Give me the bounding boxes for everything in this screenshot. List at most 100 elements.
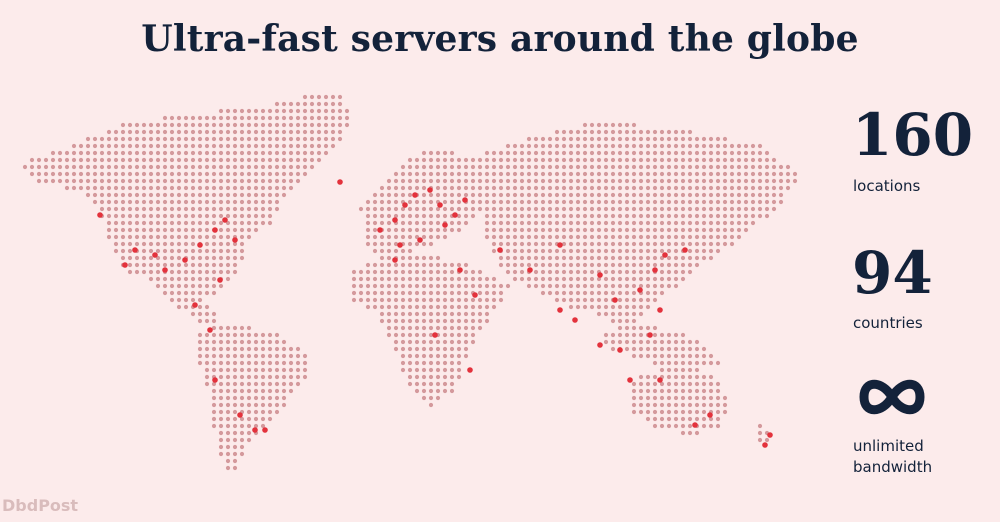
land-dot	[421, 311, 427, 317]
land-dot	[673, 283, 679, 289]
land-dot	[484, 192, 490, 198]
land-dot	[617, 171, 623, 177]
land-dot	[218, 437, 224, 443]
land-dot	[533, 220, 539, 226]
land-dot	[260, 213, 266, 219]
land-dot	[610, 346, 616, 352]
land-dot	[659, 283, 665, 289]
land-dot	[267, 143, 273, 149]
land-dot	[127, 143, 133, 149]
land-dot	[701, 255, 707, 261]
land-dot	[162, 255, 168, 261]
land-dot	[477, 311, 483, 317]
land-dot	[330, 143, 336, 149]
land-dot	[400, 360, 406, 366]
land-dot	[400, 290, 406, 296]
land-dot	[120, 122, 126, 128]
land-dot	[253, 339, 259, 345]
land-dot	[169, 185, 175, 191]
land-dot	[414, 269, 420, 275]
land-dot	[260, 367, 266, 373]
land-dot	[722, 213, 728, 219]
land-dot	[141, 164, 147, 170]
server-dot	[97, 212, 103, 218]
land-dot	[512, 192, 518, 198]
land-dot	[414, 171, 420, 177]
land-dot	[281, 360, 287, 366]
land-dot	[722, 234, 728, 240]
land-dot	[435, 276, 441, 282]
land-dot	[232, 248, 238, 254]
land-dot	[316, 115, 322, 121]
land-dot	[491, 178, 497, 184]
land-dot	[407, 325, 413, 331]
land-dot	[533, 178, 539, 184]
land-dot	[393, 227, 399, 233]
land-dot	[148, 234, 154, 240]
land-dot	[617, 164, 623, 170]
land-dot	[162, 241, 168, 247]
server-dot	[152, 252, 158, 258]
land-dot	[659, 213, 665, 219]
land-dot	[176, 192, 182, 198]
land-dot	[603, 178, 609, 184]
land-dot	[554, 234, 560, 240]
land-dot	[225, 199, 231, 205]
land-dot	[526, 143, 532, 149]
land-dot	[687, 227, 693, 233]
land-dot	[673, 416, 679, 422]
land-dot	[169, 171, 175, 177]
land-dot	[379, 283, 385, 289]
land-dot	[694, 430, 700, 436]
land-dot	[673, 388, 679, 394]
land-dot	[603, 199, 609, 205]
land-dot	[575, 143, 581, 149]
land-dot	[274, 101, 280, 107]
land-dot	[253, 171, 259, 177]
land-dot	[680, 185, 686, 191]
land-dot	[666, 395, 672, 401]
land-dot	[169, 164, 175, 170]
server-dot	[262, 427, 268, 433]
land-dot	[659, 164, 665, 170]
land-dot	[267, 360, 273, 366]
land-dot	[659, 395, 665, 401]
land-dot	[680, 346, 686, 352]
land-dot	[204, 346, 210, 352]
land-dot	[638, 381, 644, 387]
land-dot	[260, 206, 266, 212]
land-dot	[498, 157, 504, 163]
land-dot	[365, 276, 371, 282]
land-dot	[687, 262, 693, 268]
land-dot	[393, 339, 399, 345]
land-dot	[617, 157, 623, 163]
land-dot	[197, 164, 203, 170]
land-dot	[519, 248, 525, 254]
land-dot	[736, 150, 742, 156]
land-dot	[218, 360, 224, 366]
land-dot	[414, 360, 420, 366]
land-dot	[610, 213, 616, 219]
land-dot	[239, 430, 245, 436]
land-dot	[190, 150, 196, 156]
land-dot	[218, 262, 224, 268]
land-dot	[554, 157, 560, 163]
land-dot	[736, 206, 742, 212]
land-dot	[659, 199, 665, 205]
server-dot	[527, 267, 533, 273]
land-dot	[715, 192, 721, 198]
land-dot	[463, 213, 469, 219]
land-dot	[589, 304, 595, 310]
land-dot	[295, 122, 301, 128]
land-dot	[414, 262, 420, 268]
land-dot	[652, 290, 658, 296]
land-dot	[260, 185, 266, 191]
land-dot	[197, 353, 203, 359]
land-dot	[764, 157, 770, 163]
land-dot	[421, 241, 427, 247]
land-dot	[407, 367, 413, 373]
land-dot	[435, 157, 441, 163]
land-dot	[288, 101, 294, 107]
land-dot	[281, 108, 287, 114]
land-dot	[134, 255, 140, 261]
